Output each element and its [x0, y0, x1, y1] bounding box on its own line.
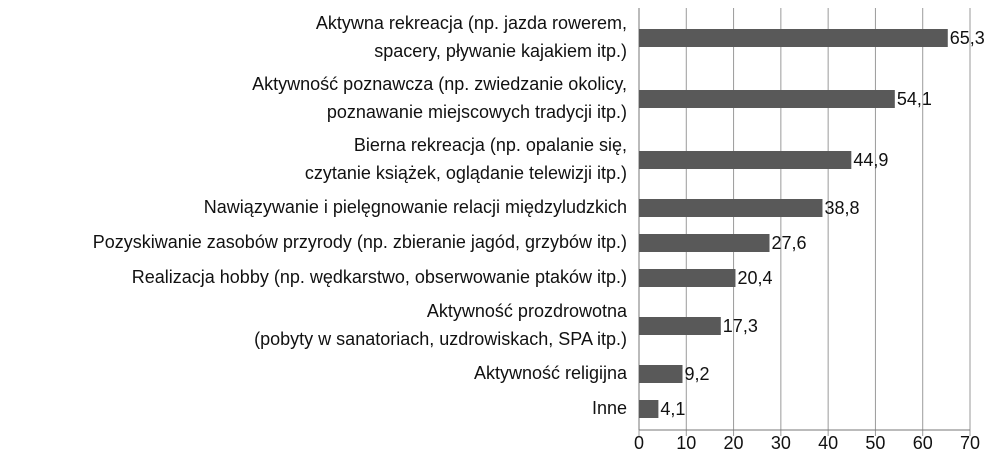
- value-label: 27,6: [772, 233, 807, 253]
- y-tick-label: (pobyty w sanatoriach, uzdrowiskach, SPA…: [254, 329, 627, 349]
- y-tick-label: poznawanie miejscowych tradycji itp.): [327, 102, 627, 122]
- y-tick-label: Aktywność religijna: [474, 363, 628, 383]
- value-label: 54,1: [897, 89, 932, 109]
- x-tick-label: 50: [865, 433, 885, 453]
- x-tick-label: 40: [818, 433, 838, 453]
- x-tick-label: 0: [634, 433, 644, 453]
- x-tick-label: 60: [913, 433, 933, 453]
- y-tick-label: spacery, pływanie kajakiem itp.): [374, 41, 627, 61]
- value-label: 9,2: [685, 364, 710, 384]
- y-tick-label: Aktywność poznawcza (np. zwiedzanie okol…: [252, 74, 627, 94]
- y-tick-label: Bierna rekreacja (np. opalanie się,: [354, 135, 627, 155]
- y-tick-label: Aktywność prozdrowotna: [427, 301, 628, 321]
- x-tick-label: 70: [960, 433, 980, 453]
- bar: [639, 90, 895, 108]
- bar: [639, 317, 721, 335]
- y-tick-label: Pozyskiwanie zasobów przyrody (np. zbier…: [93, 232, 627, 252]
- bar: [639, 269, 736, 287]
- value-label: 65,3: [950, 28, 985, 48]
- bar: [639, 400, 659, 418]
- bar: [639, 234, 770, 252]
- x-tick-label: 20: [724, 433, 744, 453]
- y-tick-label: Nawiązywanie i pielęgnowanie relacji mię…: [204, 197, 627, 217]
- y-tick-label: czytanie książek, oglądanie telewizji it…: [305, 163, 627, 183]
- x-tick-label: 10: [676, 433, 696, 453]
- x-tick-label: 30: [771, 433, 791, 453]
- bar: [639, 151, 852, 169]
- value-label: 17,3: [723, 316, 758, 336]
- value-label: 38,8: [824, 198, 859, 218]
- bar: [639, 365, 683, 383]
- y-tick-label: Inne: [592, 398, 627, 418]
- value-label: 20,4: [737, 268, 772, 288]
- y-tick-label: Realizacja hobby (np. wędkarstwo, obserw…: [132, 267, 627, 287]
- bar: [639, 199, 823, 217]
- y-tick-label: Aktywna rekreacja (np. jazda rowerem,: [316, 13, 627, 33]
- value-label: 4,1: [660, 399, 685, 419]
- value-label: 44,9: [853, 150, 888, 170]
- bar: [639, 29, 948, 47]
